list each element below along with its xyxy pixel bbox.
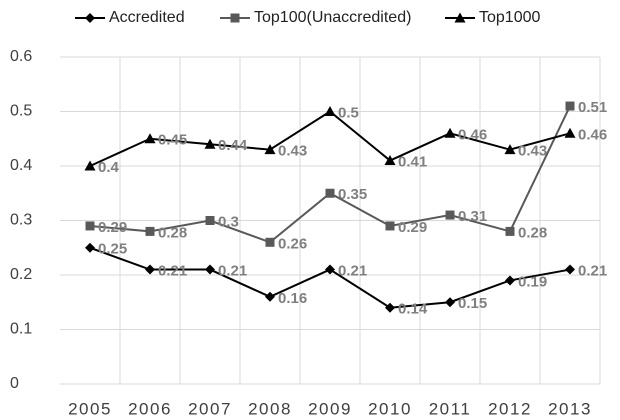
legend-label: Accredited	[109, 9, 185, 26]
x-tick-label: 2007	[188, 399, 232, 418]
marker	[264, 144, 276, 155]
data-label: 0.29	[398, 219, 427, 236]
x-tick-label: 2011	[429, 399, 472, 418]
data-label: 0.46	[458, 126, 487, 143]
data-label: 0.19	[518, 273, 547, 290]
marker	[445, 297, 455, 308]
x-tick-label: 2013	[548, 399, 592, 418]
marker	[144, 133, 156, 144]
marker	[325, 188, 335, 198]
marker	[145, 264, 155, 275]
series-line	[89, 105, 571, 244]
marker	[505, 275, 515, 286]
marker	[204, 138, 216, 149]
y-tick-label: 0.5	[10, 103, 32, 120]
x-tick-label: 2010	[368, 399, 412, 418]
marker	[505, 226, 515, 236]
legend-label: Top1000	[479, 9, 540, 26]
marker	[265, 291, 275, 302]
data-label: 0.16	[278, 290, 307, 307]
marker	[504, 144, 516, 155]
marker	[444, 127, 456, 138]
marker	[324, 106, 336, 116]
y-tick-label: 0.6	[10, 48, 32, 65]
data-label: 0.46	[578, 126, 607, 143]
data-label: 0.51	[578, 99, 607, 116]
data-label: 0.21	[338, 263, 367, 280]
marker	[325, 264, 335, 275]
data-label: 0.35	[338, 186, 367, 203]
data-label: 0.43	[518, 143, 547, 160]
data-label: 0.21	[158, 263, 187, 280]
data-label: 0.21	[218, 263, 247, 280]
data-label: 0.41	[398, 154, 427, 171]
data-label: 0.31	[458, 208, 487, 225]
y-tick-label: 0.2	[10, 266, 32, 283]
marker	[85, 242, 95, 253]
x-tick-label: 2009	[308, 399, 352, 418]
y-tick-label: 0.4	[10, 157, 32, 174]
x-tick-label: 2012	[488, 399, 532, 418]
marker	[85, 221, 95, 231]
data-label: 0.5	[338, 104, 359, 121]
y-tick-label: 0.1	[10, 321, 32, 338]
data-label: 0.26	[278, 235, 307, 252]
y-tick-label: 0	[10, 375, 19, 392]
marker	[385, 221, 395, 231]
data-label: 0.25	[98, 241, 127, 258]
marker	[385, 302, 395, 313]
data-label: 0.29	[98, 219, 127, 236]
data-label: 0.4	[98, 159, 120, 176]
x-tick-label: 2008	[248, 399, 292, 418]
data-label: 0.28	[518, 224, 547, 241]
marker	[145, 226, 155, 236]
marker	[384, 155, 396, 166]
marker	[84, 160, 96, 171]
data-label: 0.43	[278, 143, 307, 160]
data-label: 0.28	[158, 224, 187, 241]
data-label: 0.45	[158, 132, 187, 149]
legend-label: Top100(Unaccredited)	[254, 9, 411, 26]
data-label: 0.15	[458, 295, 487, 312]
data-label: 0.21	[578, 263, 607, 280]
y-tick-label: 0.3	[10, 212, 32, 229]
marker	[565, 101, 575, 111]
data-label: 0.3	[218, 213, 239, 230]
x-tick-label: 2005	[68, 399, 112, 418]
marker	[445, 210, 455, 220]
data-label: 0.14	[398, 301, 428, 318]
marker	[85, 13, 95, 23]
marker	[265, 237, 275, 247]
marker	[565, 264, 575, 275]
x-tick-label: 2006	[128, 399, 172, 418]
data-label: 0.44	[218, 137, 248, 154]
marker	[205, 264, 215, 275]
marker	[564, 127, 576, 138]
marker	[230, 13, 240, 23]
marker	[205, 216, 215, 225]
marker	[454, 12, 466, 23]
